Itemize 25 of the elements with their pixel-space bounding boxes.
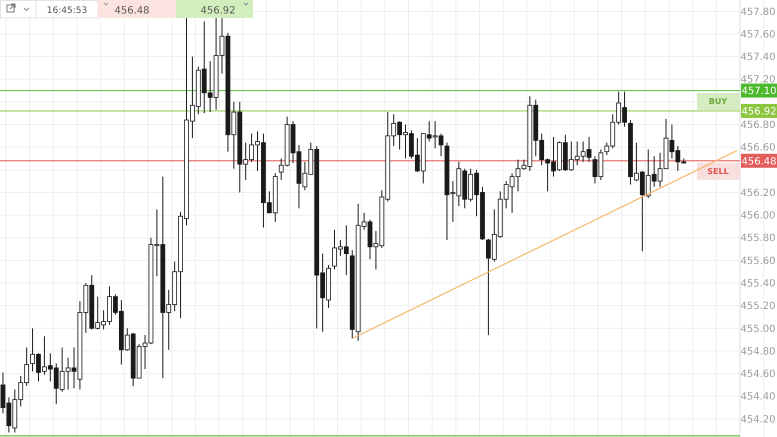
y-tick-label: 455.40 (740, 278, 776, 290)
y-tick-label: 456.60 (740, 142, 776, 154)
y-tick-label: 456.00 (740, 210, 776, 222)
y-tick-label: 454.80 (740, 346, 776, 358)
y-tick-label: 454.60 (740, 369, 776, 380)
y-tick-label: 455.20 (740, 301, 776, 312)
y-tick-label: 454.40 (740, 392, 776, 403)
annotation: BUY (708, 97, 728, 106)
y-tick-label: 457.60 (740, 29, 776, 40)
y-tick-label: 456.80 (740, 120, 776, 132)
y-tick-label: 455.60 (740, 256, 776, 267)
annotation: 456.48 (114, 6, 150, 16)
ref-line-label: 456.92 (742, 106, 776, 118)
ref-line-label: 457.10 (742, 86, 776, 98)
y-tick-label: 457.80 (740, 6, 776, 18)
y-tick-label: 456.20 (740, 188, 776, 199)
y-tick-label: 455.00 (740, 324, 776, 335)
annotation: SELL (707, 167, 729, 176)
annotation: 456.92 (200, 6, 236, 16)
y-tick-label: 457.40 (740, 52, 776, 64)
y-tick-label: 457.20 (740, 74, 776, 86)
y-tick-label: 455.80 (740, 233, 776, 244)
ref-line-label: 456.48 (742, 156, 776, 168)
y-tick-label: 454.20 (740, 414, 776, 426)
annotation: 16:45:53 (46, 6, 88, 16)
